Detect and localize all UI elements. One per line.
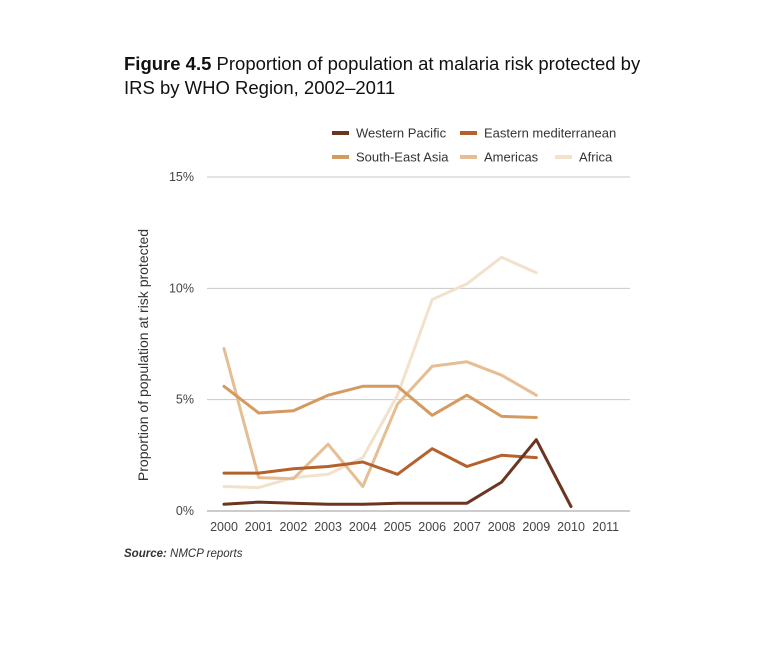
y-axis-label: Proportion of population at risk protect… [135, 229, 151, 481]
legend-label: Western Pacific [356, 126, 447, 141]
legend-label: Eastern mediterranean [484, 126, 616, 141]
series-line-africa [222, 255, 538, 490]
source-text: NMCP reports [170, 548, 243, 560]
x-tick-label: 2005 [384, 520, 412, 534]
legend-label: Americas [484, 150, 539, 165]
y-tick-label: 0% [176, 504, 194, 518]
series-lines [222, 255, 573, 508]
x-tick-label: 2011 [592, 520, 619, 534]
source-note: Source: NMCP reports [124, 548, 242, 560]
x-tick-label: 2002 [279, 520, 307, 534]
figure-caption: Proportion of population at malaria risk… [124, 53, 641, 98]
x-tick-label: 2003 [314, 520, 342, 534]
chart-grid [207, 176, 630, 512]
series-line-eastern-mediterranean [222, 447, 538, 476]
legend-label: South-East Asia [356, 150, 449, 165]
x-tick-label: 2009 [522, 520, 550, 534]
x-tick-labels: 2000 2001 2002 2003 2004 2005 2006 2007 2008 2009… [210, 520, 619, 534]
source-label: Source: [124, 548, 167, 560]
figure-label: Figure 4.5 [124, 53, 212, 74]
y-tick-label: 5% [176, 393, 194, 407]
x-tick-label: 2010 [557, 520, 585, 534]
x-tick-label: 2008 [488, 520, 516, 534]
series-line-western-pacific [222, 438, 573, 508]
y-tick-label: 10% [169, 281, 194, 295]
y-tick-labels: 0% 5% 10% 15% [169, 170, 194, 518]
x-tick-label: 2007 [453, 520, 481, 534]
series-line-americas [222, 347, 538, 488]
legend: Western Pacific Eastern mediterranean Sout… [332, 126, 616, 165]
series-line-south-east-asia [222, 384, 538, 419]
x-tick-label: 2001 [245, 520, 273, 534]
x-tick-label: 2000 [210, 520, 238, 534]
y-tick-label: 15% [169, 170, 194, 184]
legend-label: Africa [579, 150, 613, 165]
x-tick-label: 2006 [418, 520, 446, 534]
x-tick-label: 2004 [349, 520, 377, 534]
figure-title: Figure 4.5 Proportion of population at m… [124, 52, 644, 100]
